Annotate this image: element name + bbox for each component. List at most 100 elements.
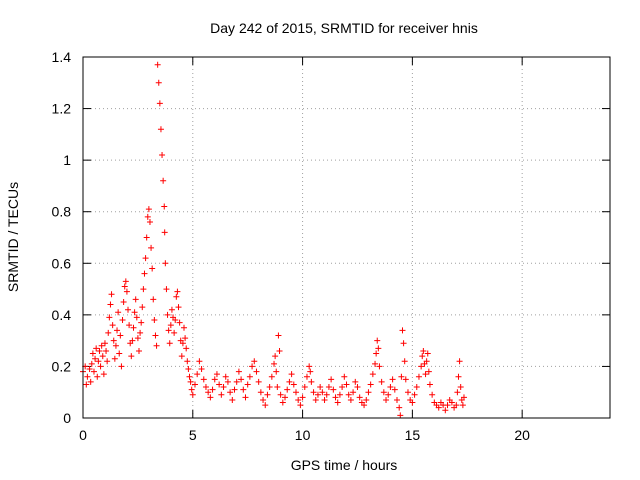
data-point [150, 296, 157, 303]
data-point [264, 391, 271, 398]
data-point [372, 360, 379, 367]
x-axis-label: GPS time / hours [291, 457, 398, 473]
data-point [378, 378, 385, 385]
data-point [231, 386, 238, 393]
data-point [115, 309, 122, 316]
data-point [143, 234, 150, 241]
data-point [148, 244, 155, 251]
data-point [274, 384, 281, 391]
data-point [125, 306, 132, 313]
data-point [202, 384, 209, 391]
data-point [109, 322, 116, 329]
data-point [130, 324, 137, 331]
data-point [299, 394, 306, 401]
data-point [262, 402, 269, 409]
data-point [95, 358, 102, 365]
data-point [295, 396, 302, 403]
data-point [98, 342, 105, 349]
data-point [173, 293, 180, 300]
data-point [251, 358, 258, 365]
data-point [284, 386, 291, 393]
data-point [129, 337, 136, 344]
data-point [156, 100, 163, 107]
data-point [163, 286, 170, 293]
data-point [149, 265, 156, 272]
data-point [457, 384, 464, 391]
data-point [442, 407, 449, 414]
data-point [426, 381, 433, 388]
data-point [266, 384, 273, 391]
x-tick-label: 10 [295, 427, 311, 443]
x-tick-label: 15 [405, 427, 421, 443]
data-point [301, 384, 308, 391]
y-tick-label: 1.2 [52, 101, 72, 117]
data-point [141, 270, 148, 277]
data-point [396, 404, 403, 411]
data-point [454, 389, 461, 396]
data-point [112, 342, 119, 349]
data-point [374, 337, 381, 344]
data-point [157, 126, 164, 133]
data-point [122, 278, 129, 285]
data-point [308, 378, 315, 385]
y-tick-label: 0.4 [52, 307, 72, 323]
data-point [97, 363, 104, 370]
data-point [365, 389, 372, 396]
data-point [383, 396, 390, 403]
data-point [188, 386, 195, 393]
data-point [222, 373, 229, 380]
data-point [352, 378, 359, 385]
data-point [123, 288, 130, 295]
data-point [347, 396, 354, 403]
data-point [343, 381, 350, 388]
data-point [240, 386, 247, 393]
data-point [288, 371, 295, 378]
data-point [260, 396, 267, 403]
data-point [307, 368, 314, 375]
data-point [198, 366, 205, 373]
data-point [88, 360, 95, 367]
data-point [194, 371, 201, 378]
data-point [93, 345, 100, 352]
data-point [216, 381, 223, 388]
data-point [402, 376, 409, 383]
data-point [186, 373, 193, 380]
y-tick-label: 1.4 [52, 49, 72, 65]
data-point [453, 402, 460, 409]
data-point [83, 381, 90, 388]
data-point [375, 345, 382, 352]
data-point [184, 358, 191, 365]
data-point [94, 373, 101, 380]
data-point [272, 353, 279, 360]
data-point [345, 391, 352, 398]
data-point [110, 337, 117, 344]
data-point [356, 394, 363, 401]
data-point [257, 389, 264, 396]
data-point [145, 206, 152, 213]
data-point [131, 309, 138, 316]
data-point [84, 373, 91, 380]
data-point [319, 389, 326, 396]
data-point [128, 353, 135, 360]
data-point [103, 347, 110, 354]
data-point [317, 384, 324, 391]
data-point [277, 391, 284, 398]
data-point [411, 391, 418, 398]
data-point [275, 332, 282, 339]
data-point [139, 304, 146, 311]
data-point [361, 402, 368, 409]
plot-frame [82, 56, 611, 419]
data-point [90, 368, 97, 375]
data-point [341, 373, 348, 380]
data-point [116, 350, 123, 357]
data-point [422, 371, 429, 378]
data-point [233, 378, 240, 385]
data-point [140, 286, 147, 293]
data-point [211, 376, 218, 383]
data-point [282, 394, 289, 401]
chart-title: Day 242 of 2015, SRMTID for receiver hni… [210, 20, 478, 36]
y-tick-label: 0 [63, 410, 71, 426]
data-point [99, 353, 106, 360]
data-point [101, 340, 108, 347]
